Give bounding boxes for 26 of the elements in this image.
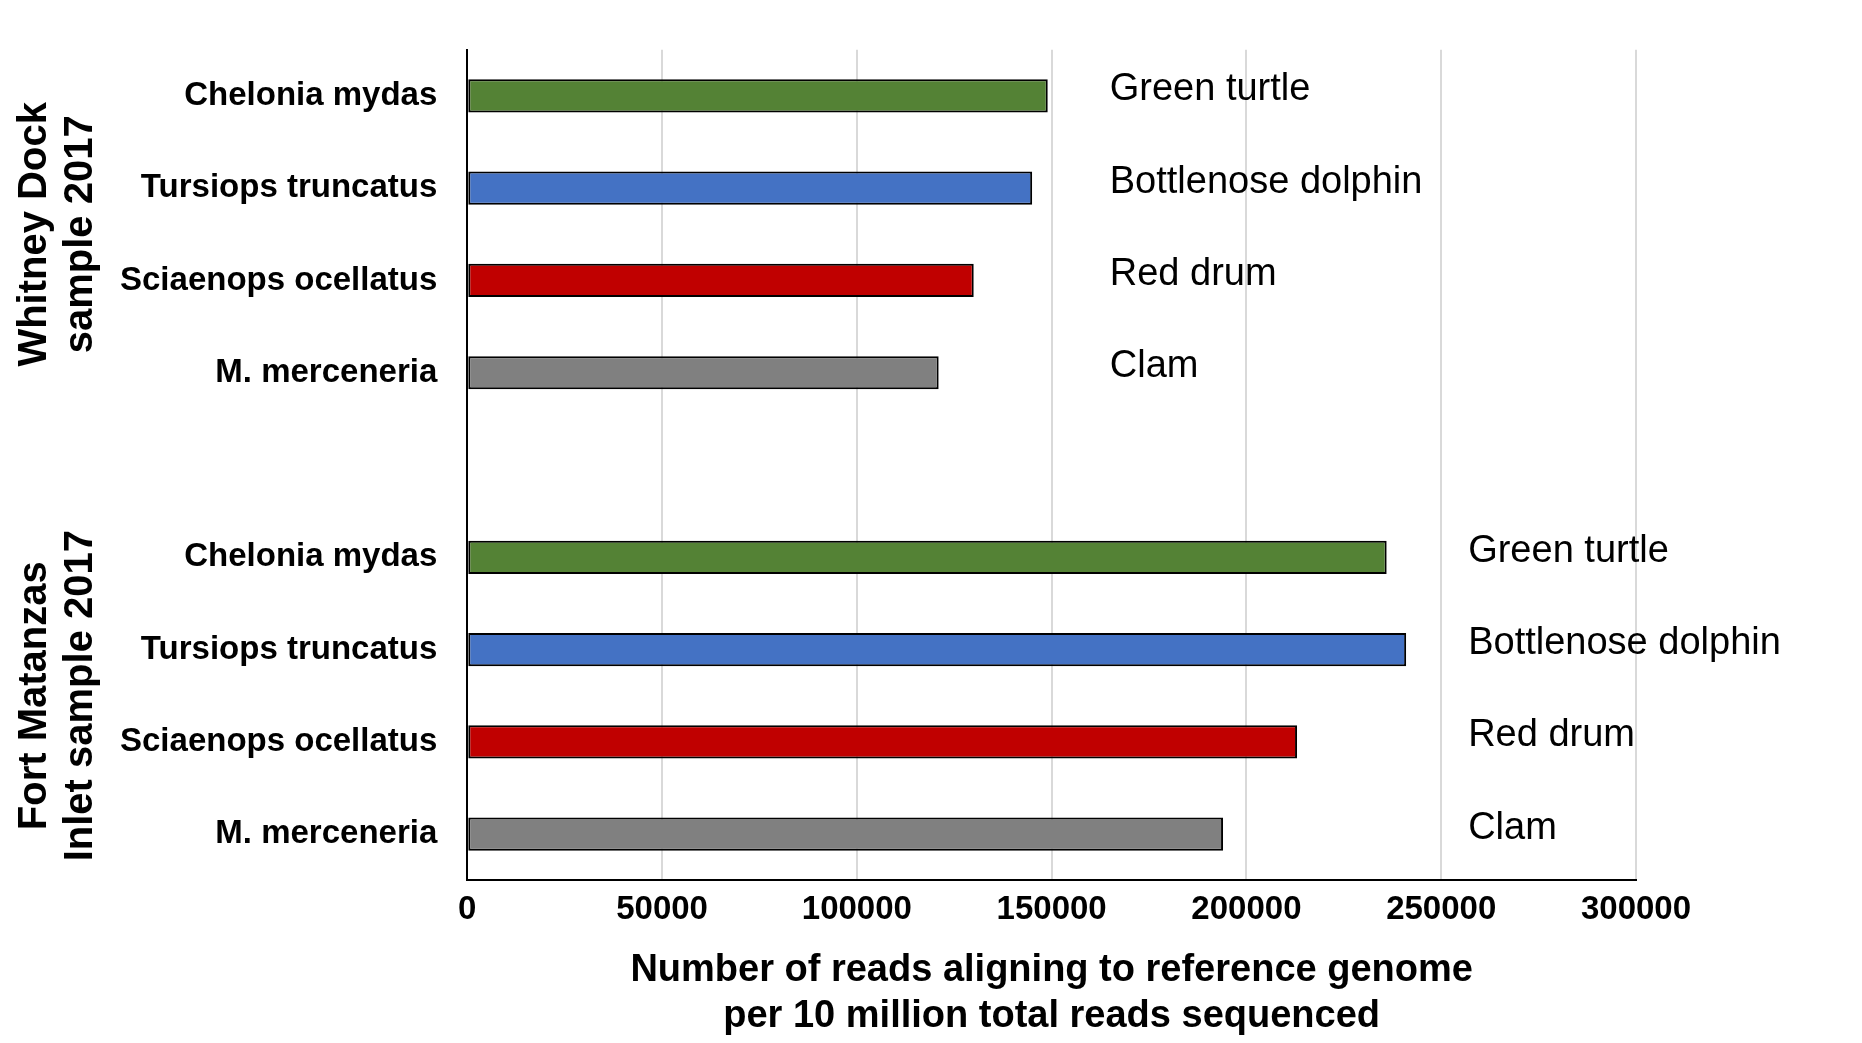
annotation: Clam [1468, 804, 1557, 847]
annotation: Green turtle [1468, 527, 1669, 570]
annotation: Green turtle [1109, 66, 1311, 109]
text: Fort Matanzas Inlet sample 2017 [10, 530, 101, 862]
y-tick-label: Sciaenops ocellatus [119, 720, 438, 758]
text: Whitney Dock sample 2017 [10, 101, 101, 367]
y-tick-label: Chelonia mydas [184, 536, 438, 574]
x-tick-label: 250000 [1386, 889, 1497, 927]
x-tick-label: 300000 [1580, 889, 1692, 927]
x-tick-label: 0 [458, 889, 477, 927]
y-tick-label: Tursiops truncatus [140, 167, 438, 205]
annotation: Clam [1109, 343, 1199, 386]
annotation: Red drum [1468, 712, 1635, 755]
y-tick-label: Sciaenops ocellatus [119, 259, 438, 297]
y-tick-label: M. merceneria [215, 351, 438, 389]
x-tick-label: 100000 [801, 889, 912, 927]
x-tick-label: 200000 [1191, 889, 1302, 927]
annotation: Red drum [1109, 250, 1277, 293]
y-tick-label: M. merceneria [215, 813, 438, 851]
annotation: Bottlenose dolphin [1109, 158, 1423, 201]
x-tick-label: 50000 [616, 889, 708, 927]
x-tick-label: 150000 [996, 889, 1107, 927]
annotation: Bottlenose dolphin [1468, 620, 1781, 663]
y-tick-label: Tursiops truncatus [140, 628, 438, 666]
y-tick-label: Chelonia mydas [184, 75, 438, 113]
x-axis-title: Number of reads aligning to reference genome per 10 million total reads sequenced [630, 947, 1473, 1035]
